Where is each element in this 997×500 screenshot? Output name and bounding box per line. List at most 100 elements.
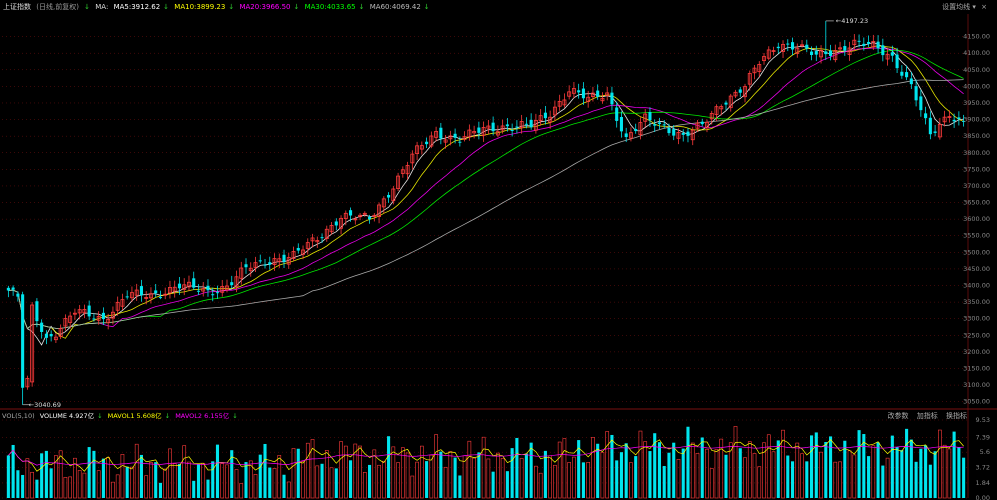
volume-bar <box>387 436 391 498</box>
arrow-down-icon: ↓ <box>97 412 103 420</box>
volume-bar <box>947 448 952 499</box>
add-indicator-button[interactable]: 加指标 <box>916 412 938 420</box>
volume-bar <box>239 483 244 499</box>
candle-body <box>467 129 472 138</box>
candle-body <box>453 133 457 138</box>
candle-body <box>495 131 500 136</box>
volume-bar <box>619 452 623 498</box>
candle-body <box>776 46 780 49</box>
candle-body <box>462 136 467 140</box>
candle-body <box>201 288 206 292</box>
volume-bar <box>82 472 87 499</box>
volume-bar <box>810 435 814 498</box>
price-tick-label: 3650.00 <box>963 199 990 207</box>
price-tick-label: 4000.00 <box>963 82 990 90</box>
candle-body <box>82 309 87 314</box>
ma-settings-button[interactable]: 设置均线 ▾ × <box>942 0 987 14</box>
volume-bar <box>648 451 652 498</box>
volume-bar <box>481 436 486 499</box>
candle-body <box>481 127 486 136</box>
price-tick-label: 3400.00 <box>963 282 990 290</box>
candle-body <box>905 72 909 78</box>
volume-bar <box>201 462 206 499</box>
volume-bar <box>538 472 543 499</box>
candle-body <box>230 282 234 286</box>
price-tick-label: 3200.00 <box>963 348 990 356</box>
volume-bar <box>562 438 567 499</box>
volume-bar <box>876 442 880 498</box>
candle-body <box>653 124 657 126</box>
price-tick-label: 3950.00 <box>963 99 990 107</box>
volume-bar <box>819 451 823 499</box>
volume-bar <box>805 461 809 498</box>
volume-bar <box>933 451 937 498</box>
change-params-button[interactable]: 改参数 <box>887 412 909 420</box>
candle-body <box>819 50 823 58</box>
volume-bar <box>577 440 581 498</box>
volume-tick-label: 9.53 <box>976 416 990 424</box>
volume-indicator-label[interactable]: VOL(5,10) <box>2 412 35 420</box>
chevron-down-icon[interactable]: ↓ <box>84 3 91 11</box>
switch-indicator-button[interactable]: 换指标 <box>946 412 967 420</box>
candle-body <box>519 121 524 129</box>
candle-body <box>158 297 162 299</box>
volume-tick-label: 0.00 <box>976 494 990 500</box>
candle-body <box>220 286 225 293</box>
candle-body <box>672 129 676 136</box>
volume-bar <box>111 481 115 499</box>
volume-bar <box>847 450 852 499</box>
close-icon[interactable]: × <box>981 3 987 11</box>
volume-bar <box>567 462 572 499</box>
candle-body <box>177 283 182 289</box>
price-tick-label: 3750.00 <box>963 165 990 173</box>
candle-body <box>862 43 866 46</box>
candle-body <box>705 121 709 129</box>
volume-bar <box>867 456 871 498</box>
candle-body <box>686 131 690 136</box>
candle-body <box>168 286 172 294</box>
chart-period: (日线,前复权) <box>36 3 79 11</box>
volume-bar <box>396 462 400 499</box>
volume-bar <box>248 460 253 499</box>
candle-body <box>610 92 614 105</box>
volume-bar <box>467 440 472 499</box>
volume-bar <box>786 455 790 498</box>
volume-bar <box>615 460 619 498</box>
volume-bar <box>591 437 595 499</box>
volume-bar <box>192 480 196 498</box>
ma5-value: MA5:3912.62 <box>113 3 161 11</box>
candle-body <box>605 92 610 96</box>
ma-label: MA: <box>95 3 109 11</box>
candle-body <box>458 141 462 143</box>
price-tick-label: 3900.00 <box>963 116 990 124</box>
volume-bar <box>738 448 742 498</box>
volume-bar <box>425 461 429 498</box>
candle-body <box>505 124 509 127</box>
volume-bar <box>268 467 272 498</box>
volume-bar <box>486 458 491 499</box>
volume-bar <box>766 434 771 499</box>
volume-bar <box>905 428 909 498</box>
volume-bar <box>800 453 804 499</box>
volume-bar <box>885 457 890 499</box>
candle-body <box>681 132 685 135</box>
volume-bar <box>881 465 885 498</box>
volume-bar <box>543 450 547 498</box>
volume-bar <box>320 463 324 498</box>
candle-body <box>743 86 747 98</box>
volume-bar <box>362 472 367 499</box>
candle-body <box>937 123 942 138</box>
volume-bar <box>225 464 229 499</box>
candle-body <box>244 264 248 268</box>
candle-body <box>724 102 728 105</box>
volume-bar <box>924 445 928 498</box>
volume-bar <box>795 442 800 499</box>
volume-bar <box>211 461 215 498</box>
volume-bar <box>743 457 747 499</box>
candle-body <box>368 216 372 220</box>
candle-body <box>667 127 671 134</box>
volume-bar <box>829 436 833 498</box>
candles <box>6 20 966 405</box>
volume-bar <box>505 471 509 498</box>
